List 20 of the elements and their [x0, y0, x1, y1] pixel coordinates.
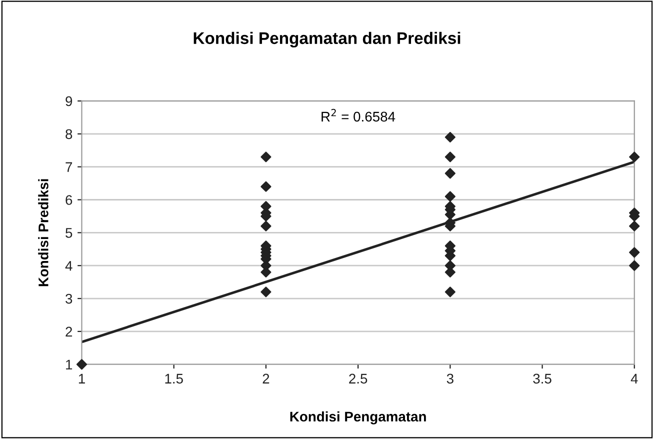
x-axis-title: Kondisi Pengamatan	[290, 411, 426, 424]
x-tick-label: 1.5	[165, 374, 183, 384]
x-tick-label: 3	[446, 374, 454, 384]
annotation: R$^{2}$ = 0.6584	[322, 108, 396, 122]
y-tick-label: 5	[66, 228, 72, 238]
x-tick-label: 4	[630, 374, 638, 384]
x-tick-label: 1	[78, 374, 85, 384]
y-tick-label: 3	[66, 294, 72, 304]
y-tick-label: 8	[66, 129, 72, 140]
y-axis-title: Kondisi Prediksi	[38, 179, 48, 286]
chart-title: Kondisi Pengamatan dan Prediksi	[194, 32, 460, 48]
y-tick-label: 2	[66, 326, 72, 336]
y-tick-label: 6	[66, 195, 72, 205]
y-tick-label: 7	[66, 162, 72, 172]
x-tick-label: 2	[262, 374, 270, 384]
y-tick-label: 4	[65, 261, 72, 271]
y-tick-label: 9	[66, 96, 72, 106]
x-tick-label: 2.5	[349, 374, 368, 384]
x-tick-label: 3.5	[533, 374, 552, 384]
y-tick-label: 1	[66, 360, 72, 370]
